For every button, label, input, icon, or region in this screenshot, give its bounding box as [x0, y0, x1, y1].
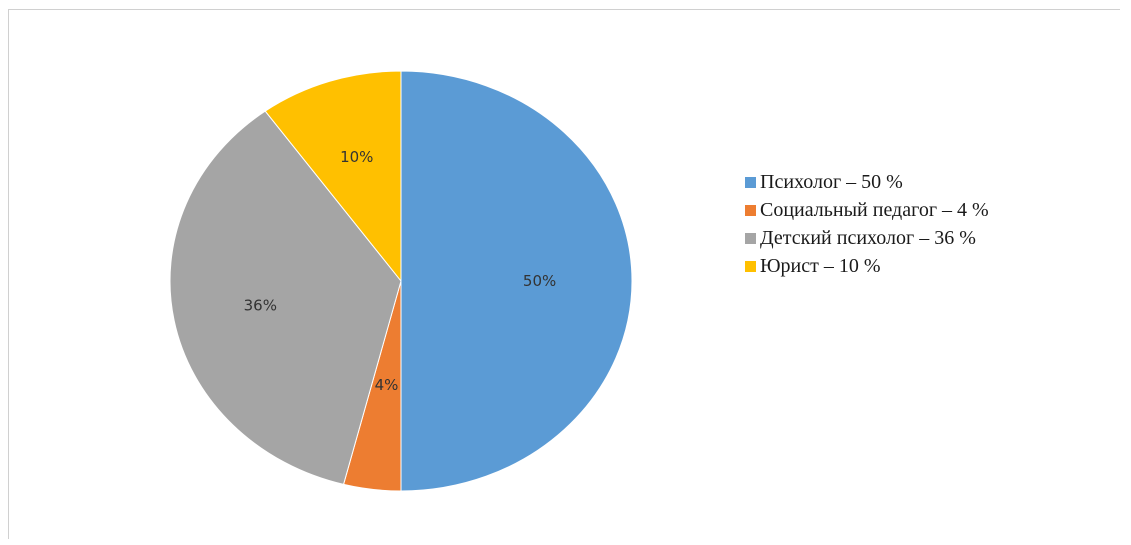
- legend-label: Детский психолог – 36 %: [760, 226, 976, 249]
- data-label-psychologist: 50%: [523, 272, 556, 290]
- chart-frame: [8, 9, 1120, 539]
- legend-swatch: [745, 232, 756, 244]
- legend-swatch: [745, 260, 756, 272]
- legend-item-psychologist: Психолог – 50 %: [745, 168, 989, 196]
- data-label-social-pedagogue: 4%: [375, 376, 399, 394]
- legend-label: Психолог – 50 %: [760, 170, 903, 193]
- pie-slice-lawyer: [264, 70, 402, 283]
- data-label-lawyer: 10%: [340, 148, 373, 166]
- legend-item-social-pedagogue: Социальный педагог – 4 %: [745, 196, 989, 224]
- pie-slice-psychologist: [400, 70, 633, 492]
- pie-slice-child-psychologist: [169, 110, 402, 485]
- legend-label: Юрист – 10 %: [760, 254, 881, 277]
- legend-swatch: [745, 176, 756, 188]
- legend: Психолог – 50 % Социальный педагог – 4 %…: [745, 168, 989, 280]
- legend-label: Социальный педагог – 4 %: [760, 198, 989, 221]
- data-label-child-psychologist: 36%: [244, 296, 277, 314]
- legend-item-lawyer: Юрист – 10 %: [745, 252, 989, 280]
- legend-item-child-psychologist: Детский психолог – 36 %: [745, 224, 989, 252]
- legend-swatch: [745, 204, 756, 216]
